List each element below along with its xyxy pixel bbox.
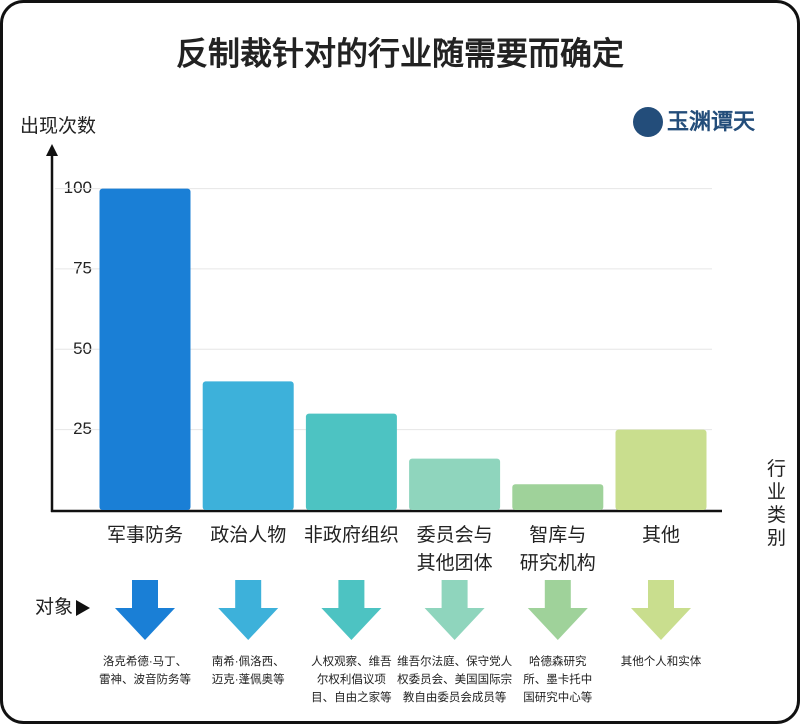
x-tick-label: 非政府组织 bbox=[304, 524, 399, 546]
arrow bbox=[424, 580, 485, 640]
x-tick-label: 军事防务 bbox=[107, 524, 183, 546]
bar bbox=[409, 458, 501, 510]
y-tick-label: 25 bbox=[73, 419, 92, 438]
x-tick-label: 其他 bbox=[642, 524, 680, 546]
x-tick-label: 政治人物 bbox=[210, 524, 286, 546]
bar bbox=[305, 413, 397, 510]
arrow bbox=[115, 580, 175, 640]
object-description: 洛克希德·马丁、雷神、波音防务等 bbox=[99, 654, 191, 686]
objects-label: 对象 bbox=[35, 596, 73, 618]
x-tick-label: 智库与研究机构 bbox=[520, 524, 596, 574]
arrow bbox=[631, 580, 691, 640]
arrow bbox=[527, 580, 588, 640]
y-tick-label: 50 bbox=[73, 339, 92, 358]
x-axis-label: 行业类别 bbox=[767, 458, 786, 549]
bar bbox=[615, 429, 707, 510]
x-tick-label: 委员会与其他团体 bbox=[417, 524, 493, 574]
bar bbox=[99, 188, 191, 511]
bar bbox=[202, 381, 294, 510]
y-axis-label: 出现次数 bbox=[20, 115, 96, 137]
bar bbox=[512, 484, 604, 510]
logo: 玉渊谭天 bbox=[667, 109, 756, 134]
object-description: 人权观察、维吾尔权利倡议项目、自由之家等 bbox=[311, 654, 392, 704]
object-description: 维吾尔法庭、保守党人权委员会、美国国际宗教自由委员会成员等 bbox=[397, 654, 512, 704]
arrow bbox=[321, 580, 382, 640]
objects-pointer bbox=[76, 600, 90, 616]
logo-icon bbox=[633, 107, 663, 137]
object-description: 其他个人和实体 bbox=[621, 654, 702, 668]
arrow bbox=[218, 580, 279, 640]
y-axis-arrow bbox=[46, 144, 58, 156]
y-tick-label: 100 bbox=[64, 178, 92, 197]
y-tick-label: 75 bbox=[73, 258, 92, 277]
chart-title: 反制裁针对的行业随需要而确定 bbox=[176, 35, 624, 71]
object-description: 哈德森研究所、墨卡托中国研究中心等 bbox=[523, 654, 592, 704]
object-description: 南希·佩洛西、迈克·蓬佩奥等 bbox=[212, 654, 285, 686]
